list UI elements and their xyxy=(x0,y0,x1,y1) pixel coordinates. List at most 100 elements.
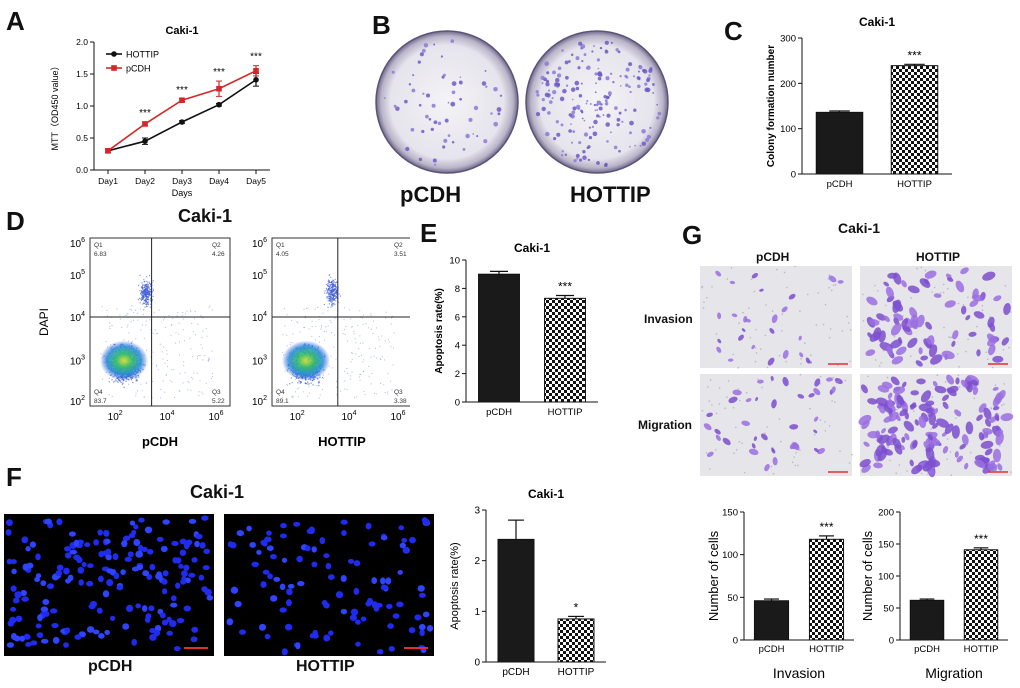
colony-dot xyxy=(431,103,436,108)
flow-event xyxy=(147,284,149,286)
nucleus xyxy=(153,629,161,637)
flow-event xyxy=(333,298,335,300)
flow-event xyxy=(330,284,332,286)
membrane-pore xyxy=(955,417,957,419)
stained-cell xyxy=(831,386,836,394)
colony-dot xyxy=(598,73,603,77)
nucleus xyxy=(328,630,334,636)
stained-cell xyxy=(757,379,764,384)
flow-event xyxy=(108,378,110,379)
bar-hottip xyxy=(557,618,595,663)
membrane-pore xyxy=(786,286,788,289)
flow-event xyxy=(148,291,150,293)
colony-dot xyxy=(634,144,636,147)
flow-event xyxy=(292,333,294,335)
flow-event xyxy=(283,308,285,310)
nucleus xyxy=(149,633,157,641)
flow-event xyxy=(146,381,148,383)
flow-event xyxy=(126,344,128,346)
membrane-pore xyxy=(799,373,802,376)
nucleus xyxy=(133,538,141,547)
fluoro-label-pcdh: pCDH xyxy=(88,658,133,675)
nucleus xyxy=(63,567,70,575)
flow-event xyxy=(391,317,393,319)
stained-cell xyxy=(881,428,886,434)
flow-event xyxy=(333,289,335,291)
membrane-pore xyxy=(715,412,718,415)
membrane-pore xyxy=(737,366,740,369)
colony-dishes xyxy=(375,30,669,174)
nucleus xyxy=(68,531,76,537)
flow-event xyxy=(290,342,292,344)
flow-event xyxy=(330,321,332,323)
flow-event xyxy=(329,292,331,294)
flow-event xyxy=(289,383,291,385)
stained-cell xyxy=(923,278,930,285)
stained-cell xyxy=(965,314,971,321)
flow-event xyxy=(327,284,329,286)
membrane-pore xyxy=(749,336,752,339)
flow-event xyxy=(144,291,146,293)
colony-dot xyxy=(604,102,609,106)
flow-event xyxy=(145,300,147,302)
flow-event xyxy=(138,376,140,378)
flow-event xyxy=(146,349,147,351)
stained-cell xyxy=(770,376,774,381)
flow-event xyxy=(138,297,140,299)
bar-pcdh xyxy=(478,273,520,403)
flow-event xyxy=(145,294,147,296)
flow-event xyxy=(329,284,331,286)
nucleus xyxy=(131,638,138,646)
nucleus xyxy=(347,558,355,564)
colony-dot xyxy=(594,109,597,112)
flow-event xyxy=(310,352,312,354)
flow-event xyxy=(358,356,360,357)
bar-hottip xyxy=(544,297,586,403)
nucleus xyxy=(25,641,32,647)
nucleus xyxy=(122,535,131,542)
nucleus xyxy=(112,553,119,561)
flow-event xyxy=(137,358,139,360)
membrane-pore xyxy=(931,396,934,398)
flow-y-label: DAPI xyxy=(37,308,51,336)
flow-event xyxy=(135,309,136,311)
nucleus xyxy=(128,533,136,539)
flow-event xyxy=(384,392,386,393)
colony-dot xyxy=(629,145,631,148)
transwell-col-hottip: HOTTIP xyxy=(916,250,960,264)
stained-cell xyxy=(751,443,756,449)
stained-cell xyxy=(1003,302,1011,316)
flow-event xyxy=(318,341,320,343)
flow-event xyxy=(142,313,144,315)
y-tick-label: 100 xyxy=(780,124,796,135)
stained-cell xyxy=(901,280,907,288)
flow-event xyxy=(324,292,326,294)
colony-dot xyxy=(616,117,621,122)
flow-event xyxy=(119,380,121,382)
colony-dot xyxy=(442,73,446,77)
flow-event xyxy=(143,309,145,311)
colony-dot xyxy=(597,76,602,81)
flow-event xyxy=(142,324,144,326)
y-tick-label: 0 xyxy=(455,398,460,409)
flow-event xyxy=(197,323,199,325)
flow-event xyxy=(330,297,332,299)
flow-event xyxy=(292,395,294,397)
stained-cell xyxy=(997,389,1006,401)
colony-dot xyxy=(643,69,648,74)
transwell-row-migration: Migration xyxy=(638,418,692,432)
flow-event xyxy=(133,358,135,360)
colony-dot xyxy=(618,149,621,153)
colony-dot xyxy=(628,85,631,89)
membrane-pore xyxy=(889,459,891,462)
flow-event xyxy=(328,289,330,291)
colony-dot xyxy=(577,66,581,70)
nucleus xyxy=(55,570,63,577)
flow-event xyxy=(336,281,338,283)
legend-label: HOTTIP xyxy=(126,50,159,60)
flow-event xyxy=(183,361,185,363)
nucleus xyxy=(340,519,348,525)
flow-event xyxy=(139,290,141,292)
stained-cell xyxy=(976,414,983,422)
membrane-pore xyxy=(895,472,897,474)
